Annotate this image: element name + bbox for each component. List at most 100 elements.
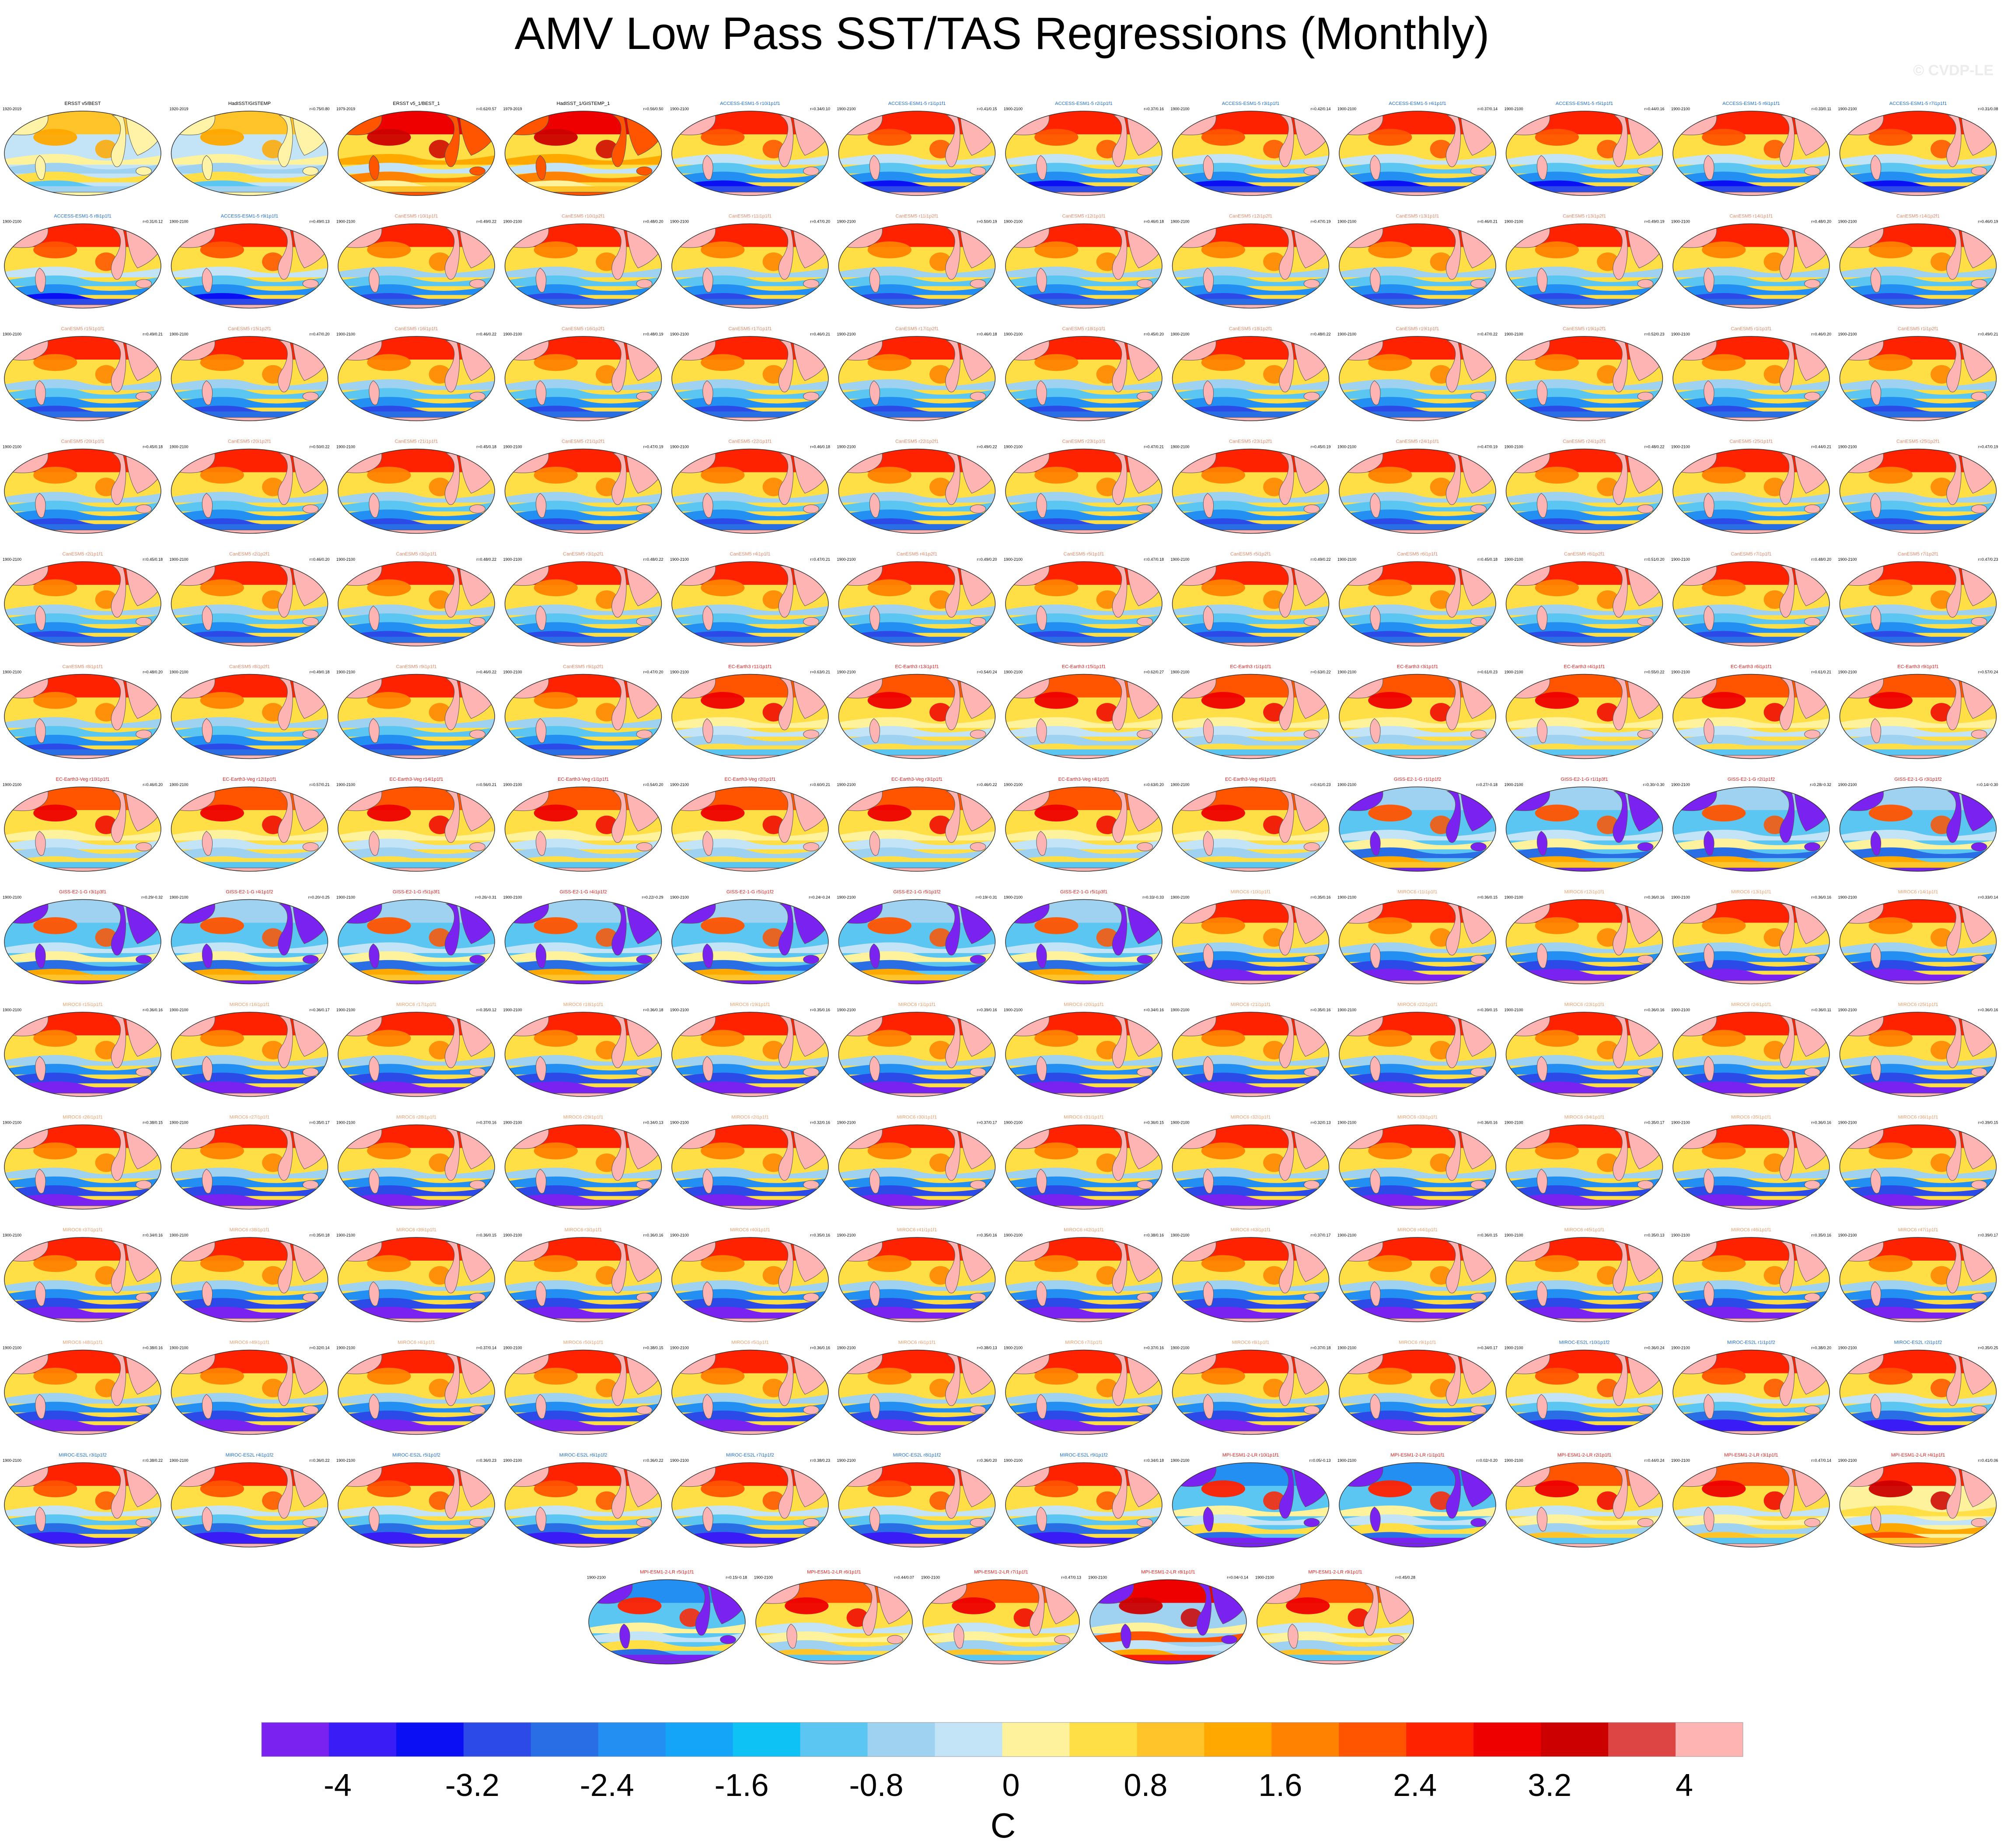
panel-period: 1900-2100 [1171, 895, 1190, 900]
panel-period: 1900-2100 [837, 895, 856, 900]
map-field [1005, 1463, 1162, 1547]
panel-period: 1900-2100 [1337, 1121, 1356, 1125]
panel-stat: r=0.35/0.16 [1811, 1233, 1831, 1237]
map-panel: MIROC6 r36i1p1f1 1900-2100 r=0.39/0.15 [1838, 1115, 1998, 1210]
map-panel: EC-Earth3 r11i1p1f1 1900-2100 r=0.63/0.21 [670, 664, 830, 759]
map-panel: CanESM5 r10i1p1f1 1900-2100 r=0.49/0.22 [336, 214, 496, 309]
map-field [4, 224, 161, 308]
panel-period: 1900-2100 [1838, 670, 1857, 674]
panel-title: GISS-E2-1-G r5i1p3f1 [393, 890, 440, 895]
panel-stat: r=0.36/0.24 [1644, 1346, 1665, 1350]
panel-stat: r=0.48/0.19 [643, 332, 663, 336]
panel-title: CanESM5 r17i1p1f1 [728, 326, 772, 332]
map-field [1339, 1125, 1496, 1209]
map-field [4, 1012, 161, 1097]
panel-title: MIROC6 r47i1p1f1 [1898, 1227, 1938, 1233]
panel-stat: r=0.29/-0.32 [141, 895, 163, 900]
panel-title: CanESM5 r6i1p2f1 [1564, 552, 1605, 557]
map-panel: ERSST v5/BEST 1920-2019 [3, 101, 161, 196]
panel-stat: r=0.14/-0.30 [1977, 783, 1998, 787]
panel-period: 1979-2019 [336, 107, 355, 111]
map-field [338, 899, 495, 984]
map-field [1506, 1237, 1663, 1322]
map-panel: ERSST v5_1/BEST_1 1979-2019 r=0.62/0.57 [336, 101, 496, 196]
map-panel: ACCESS-ESM1-5 r1i1p1f1 1900-2100 r=0.41/0.… [837, 101, 997, 196]
map-field [505, 674, 662, 759]
map-field [1172, 1237, 1329, 1322]
panel-title: EC-Earth3 r4i1p1f1 [1564, 664, 1605, 670]
map-field [1005, 449, 1162, 534]
panel-period: 1900-2100 [1505, 220, 1523, 224]
panel-title: GISS-E2-1-G r5i1p1f2 [893, 890, 940, 895]
panel-period: 1900-2100 [1671, 1008, 1690, 1012]
map-field [1172, 674, 1329, 759]
map-panel: CanESM5 r24i1p2f1 1900-2100 r=0.48/0.22 [1505, 439, 1665, 534]
panel-stat: r=0.39/0.17 [1978, 1233, 1998, 1237]
watermark: © CVDP-LE [1913, 62, 1994, 79]
panel-period: 1900-2100 [587, 1576, 606, 1580]
panel-title: CanESM5 r7i1p2f1 [1898, 552, 1938, 557]
panel-stat: r=0.36/0.16 [1644, 1008, 1665, 1012]
map-field [1673, 1012, 1829, 1097]
panel-stat: r=0.45/0.18 [1477, 557, 1498, 562]
map-field [338, 787, 495, 871]
panel-title: MIROC6 r39i1p1f1 [396, 1227, 436, 1233]
panel-period: 1900-2100 [503, 783, 522, 787]
panel-stat: r=0.19/-0.31 [976, 895, 997, 900]
panel-period: 1900-2100 [1671, 670, 1690, 674]
colorbar-swatch [1676, 1722, 1743, 1757]
colorbar-swatch [1473, 1722, 1541, 1757]
map-panel: CanESM5 r6i1p1f1 1900-2100 r=0.45/0.18 [1337, 552, 1498, 646]
map-field [4, 1463, 161, 1547]
panel-stat: r=0.46/0.20 [143, 783, 163, 787]
map-field [1172, 899, 1329, 984]
map-panel: MIROC6 r38i1p1f1 1900-2100 r=0.35/0.18 [170, 1227, 330, 1322]
map-field [1339, 562, 1496, 646]
panel-title: MIROC6 r4i1p1f1 [398, 1340, 435, 1345]
panel-period: 1900-2100 [336, 670, 355, 674]
panel-stat: r=0.38/0.22 [143, 1458, 163, 1463]
colorbar-swatch [463, 1722, 531, 1757]
panel-title: CanESM5 r18i1p2f1 [1229, 326, 1272, 332]
panel-stat: r=0.34/0.16 [143, 1233, 163, 1237]
panel-title: CanESM5 r21i1p2f1 [562, 439, 605, 444]
panel-stat: r=0.35/0.12 [476, 1008, 496, 1012]
panel-period: 1900-2100 [1838, 332, 1857, 336]
panel-period: 1900-2100 [170, 220, 189, 224]
map-panel: MPI-ESM1-2-LR r1i1p1f1 1900-2100 r=0.02/-0… [1337, 1453, 1498, 1548]
map-panel: CanESM5 r17i1p2f1 1900-2100 r=0.46/0.18 [837, 326, 997, 421]
map-field [1172, 224, 1329, 308]
panel-period: 1900-2100 [1004, 1458, 1023, 1463]
map-panel: MIROC6 r48i1p1f1 1900-2100 r=0.38/0.16 [3, 1340, 163, 1435]
map-field [171, 224, 328, 308]
panel-stat: r=0.36/0.15 [1477, 895, 1498, 900]
map-field [1005, 899, 1162, 984]
panel-title: CanESM5 r10i1p1f1 [395, 214, 438, 219]
panel-title: MIROC6 r12i1p1f1 [1564, 890, 1605, 895]
panel-stat: r=0.61/0.23 [1311, 783, 1331, 787]
map-panel: CanESM5 r20i1p1f1 1900-2100 r=0.45/0.18 [3, 439, 163, 534]
map-field [1673, 111, 1829, 196]
panel-stat: r=0.36/0.17 [310, 1008, 330, 1012]
panel-stat: r=0.46/0.18 [977, 332, 997, 336]
panel-period: 1900-2100 [1004, 1346, 1023, 1350]
panel-stat: r=0.47/0.22 [1477, 332, 1498, 336]
panel-title: MIROC-ES2L r5i1p1f2 [392, 1453, 440, 1458]
map-field [672, 1012, 828, 1097]
map-panel: MIROC-ES2L r3i1p1f2 1900-2100 r=0.38/0.22 [3, 1453, 163, 1548]
map-field [338, 1237, 495, 1322]
panel-period: 1900-2100 [1004, 332, 1023, 336]
panel-stat: r=0.45/0.18 [476, 445, 496, 449]
panel-title: MIROC6 r10i1p1f1 [1231, 890, 1271, 895]
map-panel: MIROC6 r47i1p1f1 1900-2100 r=0.39/0.17 [1838, 1227, 1998, 1322]
map-panel: CanESM5 r21i1p2f1 1900-2100 r=0.47/0.19 [503, 439, 663, 534]
panel-stat: r=0.38/0.13 [977, 1346, 997, 1350]
colorbar-swatch [1002, 1722, 1070, 1757]
map-panel: MIROC6 r25i1p1f1 1900-2100 r=0.36/0.16 [1838, 1002, 1998, 1097]
map-field [171, 562, 328, 646]
panel-stat: r=0.47/0.20 [310, 332, 330, 336]
map-panel: ACCESS-ESM1-5 r10i1p1f1 1900-2100 r=0.34/0… [670, 101, 830, 196]
panel-title: ACCESS-ESM1-5 r6i1p1f1 [1722, 101, 1780, 106]
panel-title: MIROC-ES2L r7i1p1f2 [726, 1453, 774, 1458]
colorbar-units: C [991, 1806, 1016, 1845]
